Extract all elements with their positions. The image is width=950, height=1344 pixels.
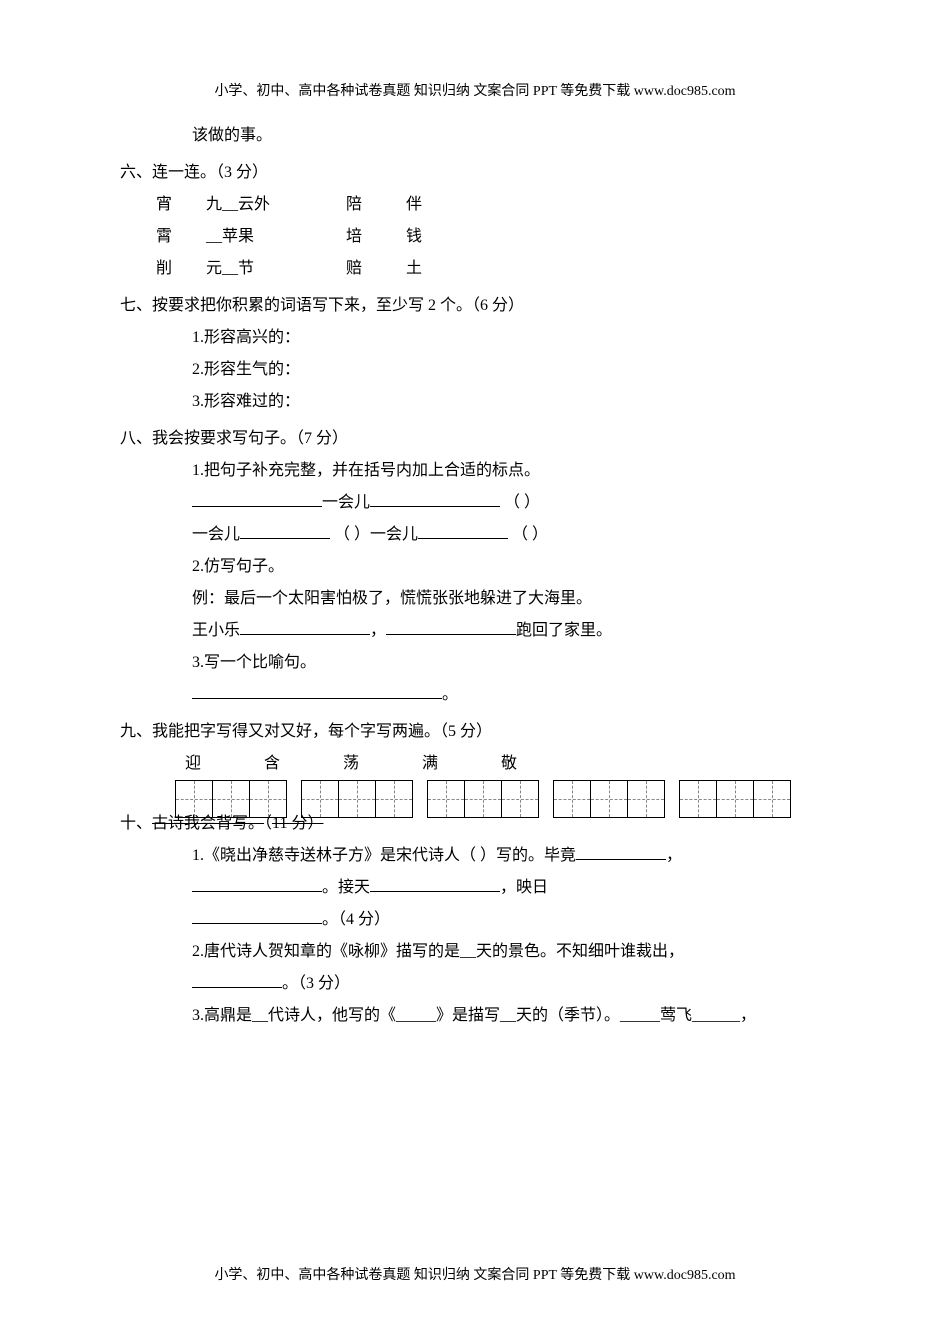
practice-char: 敬 <box>501 748 576 780</box>
text-segment: 1.《晓出净慈寺送林子方》是宋代诗人（ ）写的。毕竟 <box>192 847 576 864</box>
blank-line <box>370 875 500 892</box>
practice-cell <box>339 781 376 817</box>
text-segment: （ <box>264 815 272 832</box>
blank-line <box>386 618 516 635</box>
section-8-q2-example: 例：最后一个太阳害怕极了，慌慌张张地躲进了大海里。 <box>120 583 830 615</box>
text-segment: 一会儿 <box>322 494 370 511</box>
match-cell: 伴 <box>406 189 456 221</box>
paren-blank: （ ） <box>504 494 540 511</box>
match-row-2: 霄 __苹果 培 钱 <box>120 221 830 253</box>
practice-cell <box>302 781 339 817</box>
match-cell: __苹果 <box>206 221 346 253</box>
match-cell: 九__云外 <box>206 189 346 221</box>
blank-line <box>192 907 322 924</box>
blank-line <box>192 490 322 507</box>
section-8-q1-title: 1.把句子补充完整，并在括号内加上合适的标点。 <box>120 455 830 487</box>
text-segment: 王小乐 <box>192 622 240 639</box>
text-segment: 跑回了家里。 <box>516 622 612 639</box>
match-cell: 霄 <box>156 221 206 253</box>
section-10-q1-line3: 。（4 分） <box>120 904 830 936</box>
strike-text: 古诗我会背写。 <box>152 815 264 832</box>
blank-line <box>418 522 508 539</box>
practice-char: 含 <box>264 748 339 780</box>
match-row-3: 削 元__节 赔 土 <box>120 253 830 285</box>
practice-char: 荡 <box>343 748 418 780</box>
blank-line <box>240 618 370 635</box>
practice-char: 满 <box>422 748 497 780</box>
practice-cell <box>250 781 286 817</box>
strike-text: 11 分） <box>272 815 323 832</box>
text-segment: 。接天 <box>322 879 370 896</box>
match-cell: 赔 <box>346 253 406 285</box>
match-cell: 陪 <box>346 189 406 221</box>
blank-line <box>240 522 330 539</box>
section-7-item-2: 2.形容生气的： <box>120 354 830 386</box>
section-7-item-1: 1.形容高兴的： <box>120 322 830 354</box>
match-cell: 培 <box>346 221 406 253</box>
section-9-title: 九、我能把字写得又对又好，每个字写两遍。（5 分） <box>120 716 830 748</box>
match-cell: 宵 <box>156 189 206 221</box>
section-7-item-3: 3.形容难过的： <box>120 386 830 418</box>
section-8-title: 八、我会按要求写句子。（7 分） <box>120 423 830 455</box>
text-segment: 一会儿 <box>192 526 240 543</box>
practice-char: 迎 <box>185 748 260 780</box>
section-10-q1-line1: 1.《晓出净慈寺送林子方》是宋代诗人（ ）写的。毕竟 ， <box>120 840 830 872</box>
text-segment: （ ）一会儿 <box>334 526 418 543</box>
practice-cell <box>754 781 790 817</box>
match-cell: 土 <box>406 253 456 285</box>
practice-cell <box>591 781 628 817</box>
text-segment: 。（4 分） <box>322 911 390 928</box>
practice-cell <box>554 781 591 817</box>
practice-cell <box>176 781 213 817</box>
blank-line <box>192 682 442 699</box>
section-8-q2-title: 2.仿写句子。 <box>120 551 830 583</box>
practice-grid <box>427 780 539 818</box>
section-8-q1-line2: 一会儿 （ ）一会儿 （ ） <box>120 519 830 551</box>
paren-blank: （ ） <box>512 526 548 543</box>
section-10-q1-line2: 。接天 ，映日 <box>120 872 830 904</box>
practice-grid <box>679 780 791 818</box>
practice-cell <box>213 781 250 817</box>
section-8-q3-line: 。 <box>120 679 830 711</box>
text-segment: ，映日 <box>500 879 548 896</box>
practice-cell <box>717 781 754 817</box>
match-cell: 钱 <box>406 221 456 253</box>
match-cell: 削 <box>156 253 206 285</box>
section-10-q3-line1: 3.高鼎是__代诗人，他写的《_____》是描写__天的（季节）。_____莺飞… <box>120 1000 830 1032</box>
char-label-row: 迎 含 荡 满 敬 <box>120 748 830 780</box>
page-header: 小学、初中、高中各种试卷真题 知识归纳 文案合同 PPT 等免费下载 www.d… <box>0 80 950 100</box>
practice-cell <box>628 781 664 817</box>
blank-line <box>192 971 282 988</box>
blank-line <box>370 490 500 507</box>
practice-grid-row <box>120 780 830 818</box>
section-10-q2-line2: 。（3 分） <box>120 968 830 1000</box>
section-8-q2-fill: 王小乐，跑回了家里。 <box>120 615 830 647</box>
text-segment: 。 <box>442 686 458 703</box>
text-segment: 十、 <box>120 815 152 832</box>
section-8-q3-title: 3.写一个比喻句。 <box>120 647 830 679</box>
practice-cell <box>376 781 412 817</box>
text-segment: ， <box>666 847 682 864</box>
section-8-q1-line1: 一会儿 （ ） <box>120 487 830 519</box>
practice-cell <box>502 781 538 817</box>
lead-line: 该做的事。 <box>120 120 830 152</box>
blank-line <box>576 843 666 860</box>
practice-grid <box>553 780 665 818</box>
practice-cell <box>465 781 502 817</box>
practice-grid <box>175 780 287 818</box>
practice-cell <box>680 781 717 817</box>
text-segment: 。（3 分） <box>282 975 350 992</box>
practice-grid <box>301 780 413 818</box>
section-10-q2-line1: 2.唐代诗人贺知章的《咏柳》描写的是__天的景色。不知细叶谁裁出， <box>120 936 830 968</box>
section-7-title: 七、按要求把你积累的词语写下来，至少写 2 个。（6 分） <box>120 290 830 322</box>
section-6-title: 六、连一连。（3 分） <box>120 157 830 189</box>
practice-cell <box>428 781 465 817</box>
document-content: 该做的事。 六、连一连。（3 分） 宵 九__云外 陪 伴 霄 __苹果 培 钱… <box>120 120 830 1032</box>
match-row-1: 宵 九__云外 陪 伴 <box>120 189 830 221</box>
blank-line <box>192 875 322 892</box>
match-cell: 元__节 <box>206 253 346 285</box>
page-footer: 小学、初中、高中各种试卷真题 知识归纳 文案合同 PPT 等免费下载 www.d… <box>0 1264 950 1284</box>
